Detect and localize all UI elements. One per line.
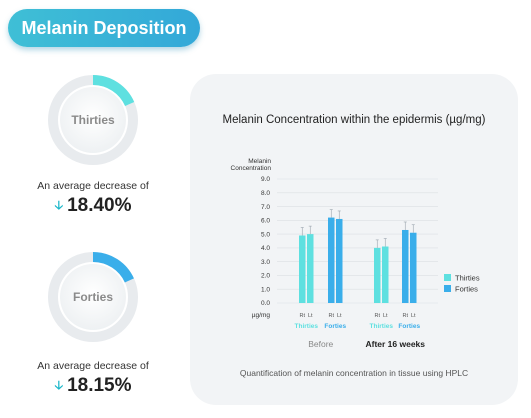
y-tick-label: 8.0 [261, 190, 270, 197]
y-tick-label: 6.0 [261, 218, 270, 225]
y-tick-label: 3.0 [261, 259, 270, 266]
stat-caption: An average decrease of [37, 360, 149, 372]
side-label: Lt [383, 313, 388, 319]
melanin-bar-chart: Melanin Concentration 0.0 1.0 2.0 3.0 4.0 5.0 6.… [231, 158, 480, 349]
category-label: Thirties [370, 323, 394, 330]
down-arrow-icon: 🡣 [54, 197, 64, 212]
y-tick-label: 4.0 [261, 245, 270, 252]
bar [328, 217, 335, 303]
ring-thirties: Thirties [47, 74, 139, 166]
chart-panel: Melanin Concentration within the epiderm… [190, 74, 518, 405]
side-label: Rt [329, 313, 335, 319]
y-tick-label: 7.0 [261, 204, 270, 211]
bar [410, 232, 417, 303]
side-label: Lt [411, 313, 416, 319]
y-tick-label: 0.0 [261, 300, 270, 307]
ring-forties-graphic [48, 252, 138, 342]
chart-caption: Quantification of melanin concentration … [239, 368, 469, 378]
ring-forties: Forties [47, 251, 139, 343]
ring-center [60, 264, 126, 330]
group-label: After 16 weeks [365, 339, 425, 349]
y-unit-label: µg/mg [252, 312, 271, 319]
category-label: Thirties [295, 323, 319, 330]
legend-label: Thirties [455, 274, 480, 283]
legend-label: Forties [455, 285, 478, 294]
ring-thirties-graphic [48, 75, 138, 165]
y-tick-label: 1.0 [261, 286, 270, 293]
ring-label: Thirties [71, 113, 115, 127]
chart-title: Melanin Concentration within the epiderm… [222, 114, 486, 126]
legend-swatch [444, 274, 451, 281]
category-label: Forties [398, 323, 420, 330]
side-label: Rt [300, 313, 306, 319]
y-tick-label: 2.0 [261, 273, 270, 280]
y-tick-label: 9.0 [261, 176, 270, 183]
stat-caption: An average decrease of [37, 180, 149, 192]
down-arrow-icon: 🡣 [54, 377, 64, 392]
bar [307, 234, 314, 303]
group-label: Before [308, 339, 333, 349]
side-label: Lt [308, 313, 313, 319]
section-title: Melanin Deposition [21, 17, 187, 38]
category-label: Forties [324, 323, 346, 330]
stat-value: 18.40% [67, 195, 132, 216]
ring-center [60, 87, 126, 153]
bar [336, 218, 343, 303]
stat-value: 18.15% [67, 375, 132, 396]
y-axis-label: Melanin Concentration [231, 158, 272, 172]
stat-value-thirties: 🡣 18.40% [13, 195, 173, 217]
bar [299, 235, 306, 303]
y-tick-label: 5.0 [261, 231, 270, 238]
side-label: Rt [375, 313, 381, 319]
ring-label: Forties [72, 290, 113, 304]
bar [382, 246, 389, 303]
ring-progress-arc [48, 75, 138, 165]
bar [374, 247, 381, 303]
stat-value-forties: 🡣 18.15% [13, 375, 173, 397]
side-label: Lt [337, 313, 342, 319]
bar [402, 229, 409, 303]
side-label: Rt [403, 313, 409, 319]
section-title-pill: Melanin Deposition [8, 9, 200, 47]
legend-swatch [444, 285, 451, 292]
ring-progress-arc [48, 252, 138, 342]
